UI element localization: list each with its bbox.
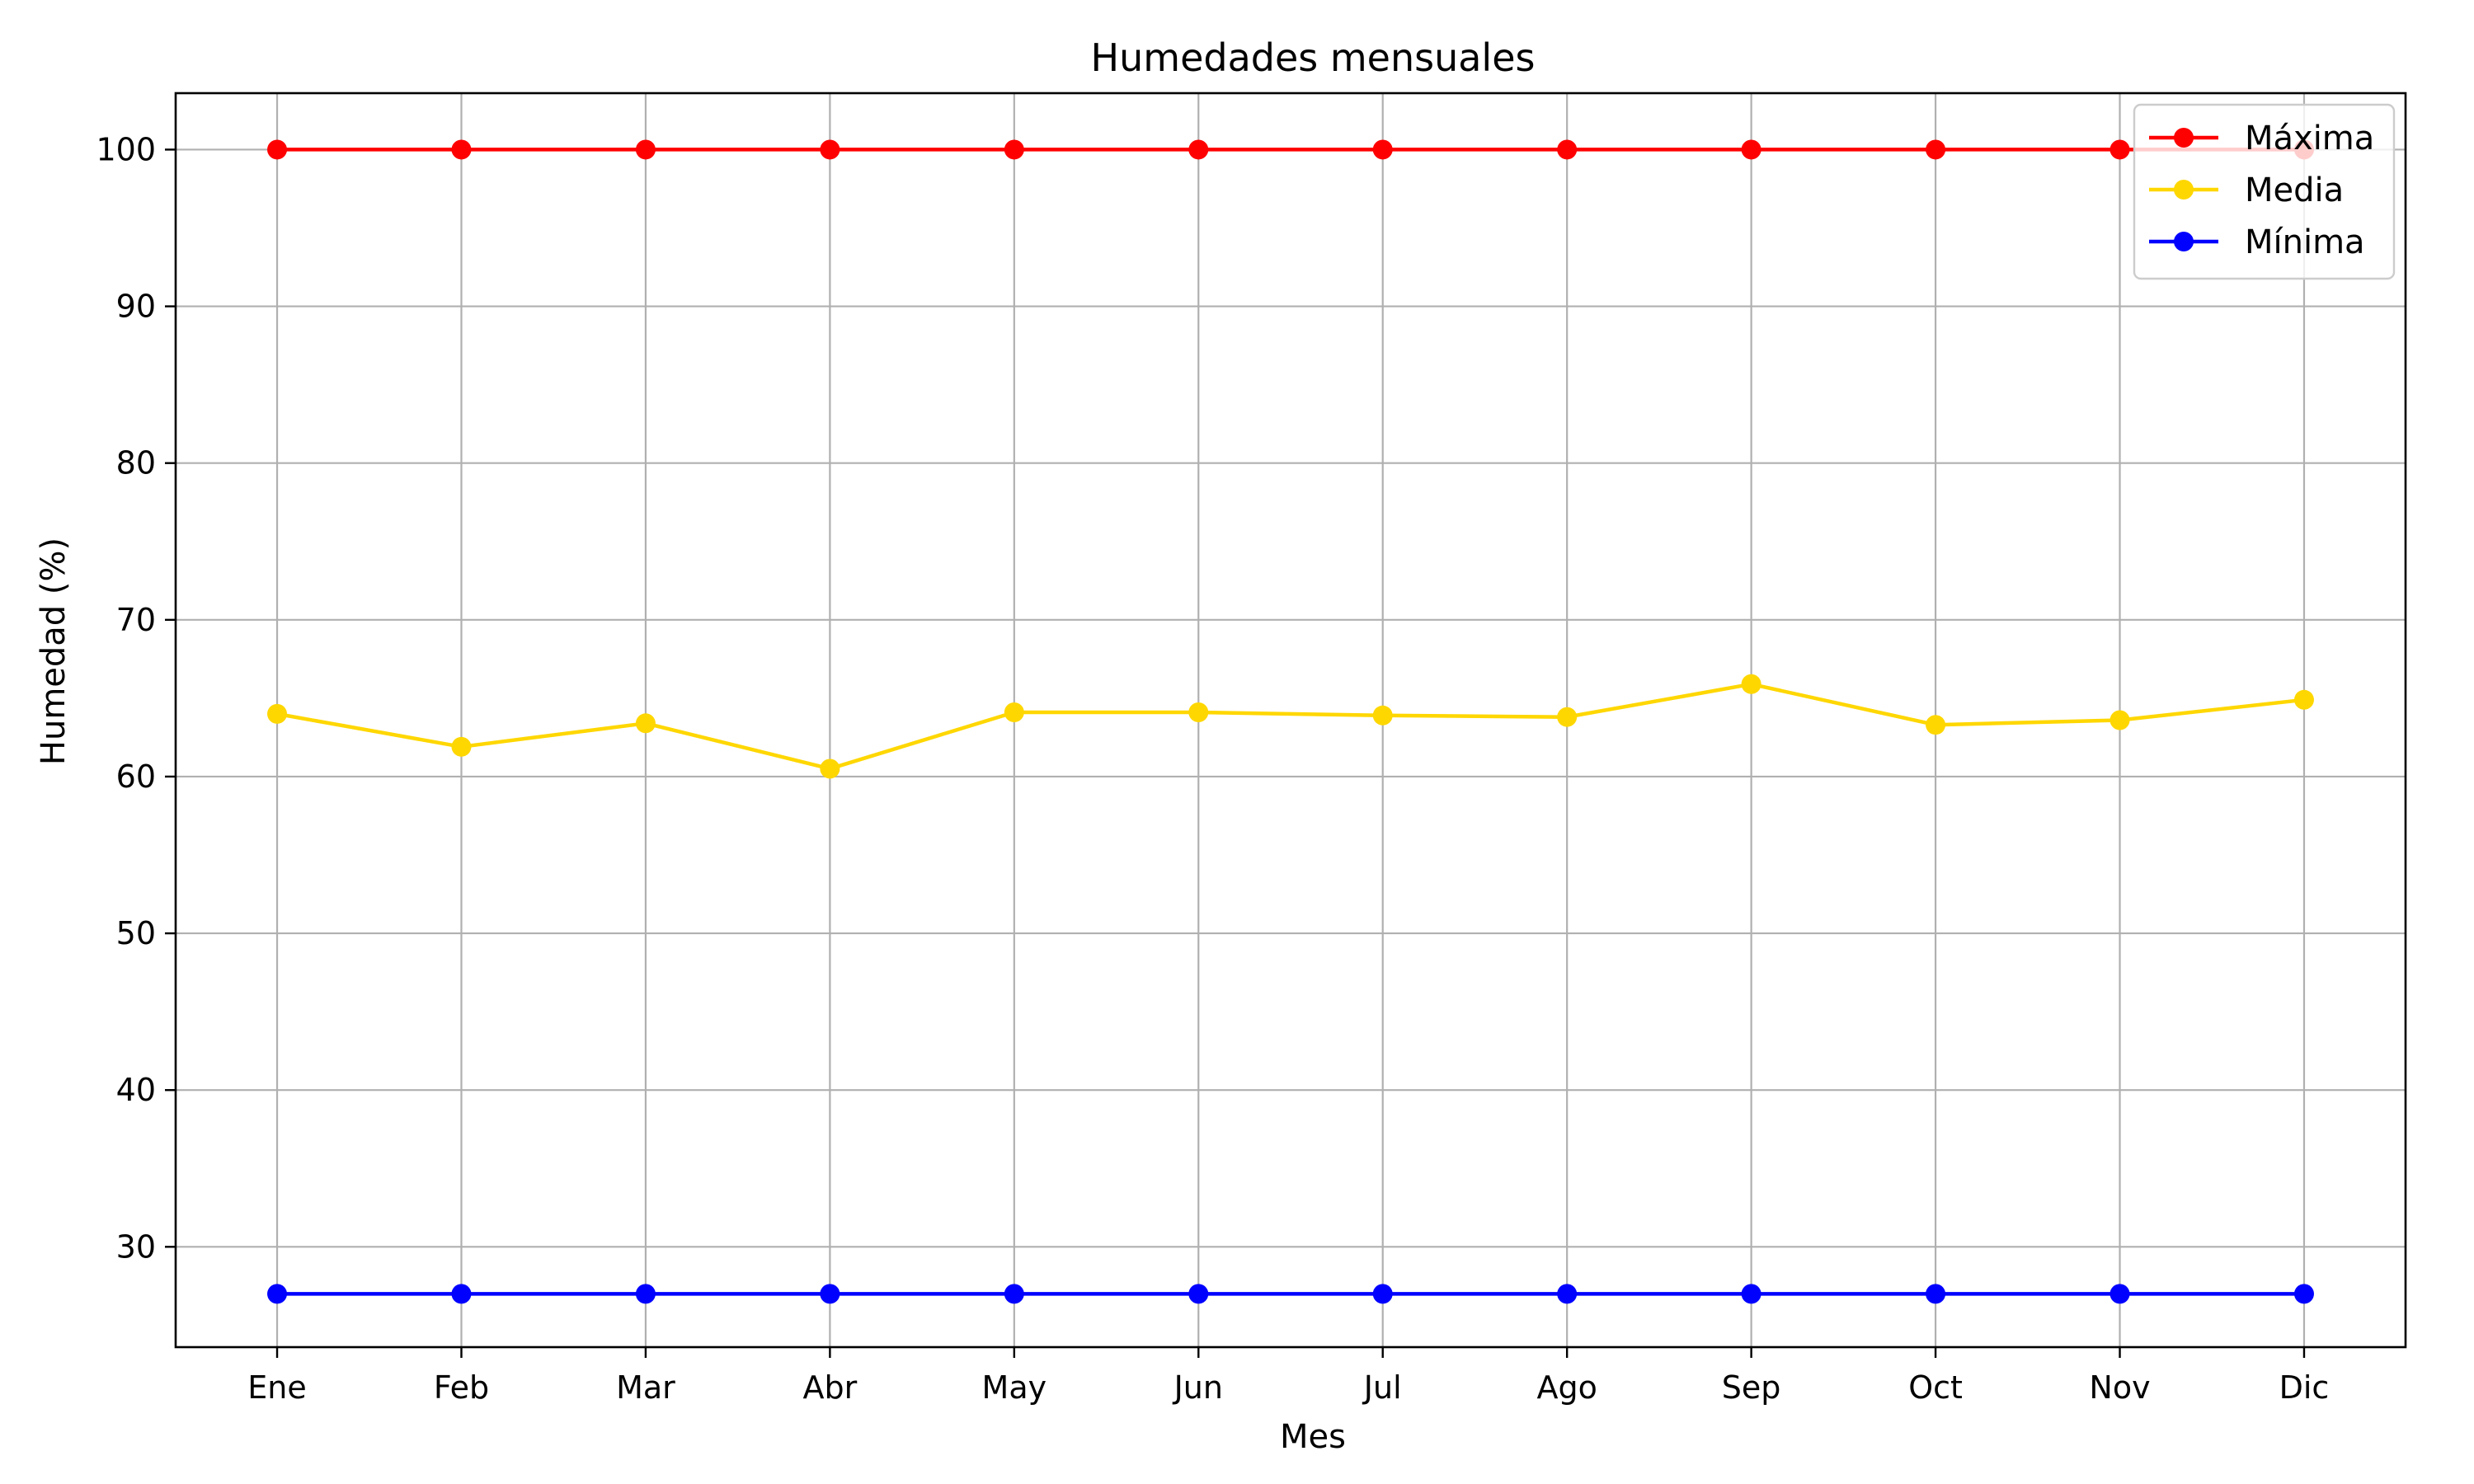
data-point <box>1557 1284 1578 1304</box>
data-point <box>1926 1284 1946 1304</box>
y-tick-label: 70 <box>116 602 156 638</box>
y-tick-label: 30 <box>116 1228 156 1265</box>
x-axis-label: Mes <box>1280 1418 1346 1456</box>
data-point <box>1557 707 1578 727</box>
data-point <box>1741 1284 1761 1304</box>
data-point <box>2109 139 2130 160</box>
data-point <box>1004 139 1024 160</box>
legend-item: Mínima <box>2149 223 2365 261</box>
plot-frame <box>174 92 2407 1349</box>
y-tick-label: 40 <box>116 1072 156 1108</box>
data-point <box>451 139 472 160</box>
x-tick-label: Feb <box>434 1369 489 1406</box>
data-point <box>1004 702 1024 722</box>
legend-box <box>2133 103 2396 280</box>
x-tick-label: May <box>982 1369 1047 1406</box>
data-point <box>1741 139 1761 160</box>
series-1 <box>267 674 2314 779</box>
data-point <box>2293 1284 2314 1304</box>
data-point <box>1188 139 1209 160</box>
data-point <box>635 713 656 734</box>
data-point <box>1557 139 1578 160</box>
data-point <box>820 139 840 160</box>
data-point <box>1372 139 1393 160</box>
data-point <box>1372 1284 1393 1304</box>
series-layer <box>267 139 2314 1304</box>
data-point <box>267 139 288 160</box>
legend-marker <box>2174 180 2194 200</box>
y-tick-label: 100 <box>96 131 156 167</box>
x-tick-label: Jun <box>1173 1369 1223 1406</box>
x-tick-label: Abr <box>803 1369 858 1406</box>
data-point <box>2109 710 2130 730</box>
x-tick-label: Nov <box>2089 1369 2150 1406</box>
data-point <box>267 1284 288 1304</box>
ticks-layer: Ene Feb Mar Abr May Jun Jul Ago Sep Oct Nov Dic 30 40… <box>96 131 2329 1406</box>
y-tick-label: 50 <box>116 915 156 951</box>
y-axis-label: Humedad (%) <box>35 538 73 765</box>
data-point <box>2109 1284 2130 1304</box>
data-point <box>267 703 288 724</box>
x-tick-label: Jul <box>1362 1369 1402 1406</box>
x-tick-label: Mar <box>616 1369 675 1406</box>
data-point <box>1004 1284 1024 1304</box>
legend-marker <box>2174 232 2194 251</box>
data-point <box>820 1284 840 1304</box>
legend: Máxima Media Mínima <box>2133 103 2396 280</box>
x-tick-label: Sep <box>1722 1369 1781 1406</box>
y-tick-label: 90 <box>116 289 156 325</box>
series-2 <box>267 1284 2314 1304</box>
legend-item: Máxima <box>2149 120 2374 157</box>
data-point <box>1188 702 1209 722</box>
data-point <box>820 758 840 779</box>
data-point <box>451 736 472 757</box>
series-line <box>276 682 2305 771</box>
x-tick-label: Ene <box>247 1369 306 1406</box>
legend-label: Media <box>2245 171 2344 209</box>
legend-marker <box>2174 128 2194 148</box>
grid-layer <box>176 93 2406 1347</box>
legend-item: Media <box>2149 171 2344 209</box>
chart-title: Humedades mensuales <box>1091 35 1536 80</box>
data-point <box>1926 139 1946 160</box>
data-point <box>635 139 656 160</box>
x-tick-label: Oct <box>1908 1369 1963 1406</box>
series-0 <box>267 139 2314 160</box>
data-point <box>451 1284 472 1304</box>
x-tick-label: Dic <box>2279 1369 2330 1406</box>
data-point <box>1741 674 1761 694</box>
y-tick-label: 80 <box>116 445 156 481</box>
data-point <box>635 1284 656 1304</box>
data-point <box>2293 689 2314 710</box>
y-tick-label: 60 <box>116 758 156 795</box>
data-point <box>1372 705 1393 726</box>
data-point <box>1188 1284 1209 1304</box>
data-point <box>1926 715 1946 735</box>
x-tick-label: Ago <box>1536 1369 1597 1406</box>
legend-label: Mínima <box>2245 223 2365 261</box>
legend-label: Máxima <box>2245 120 2374 157</box>
